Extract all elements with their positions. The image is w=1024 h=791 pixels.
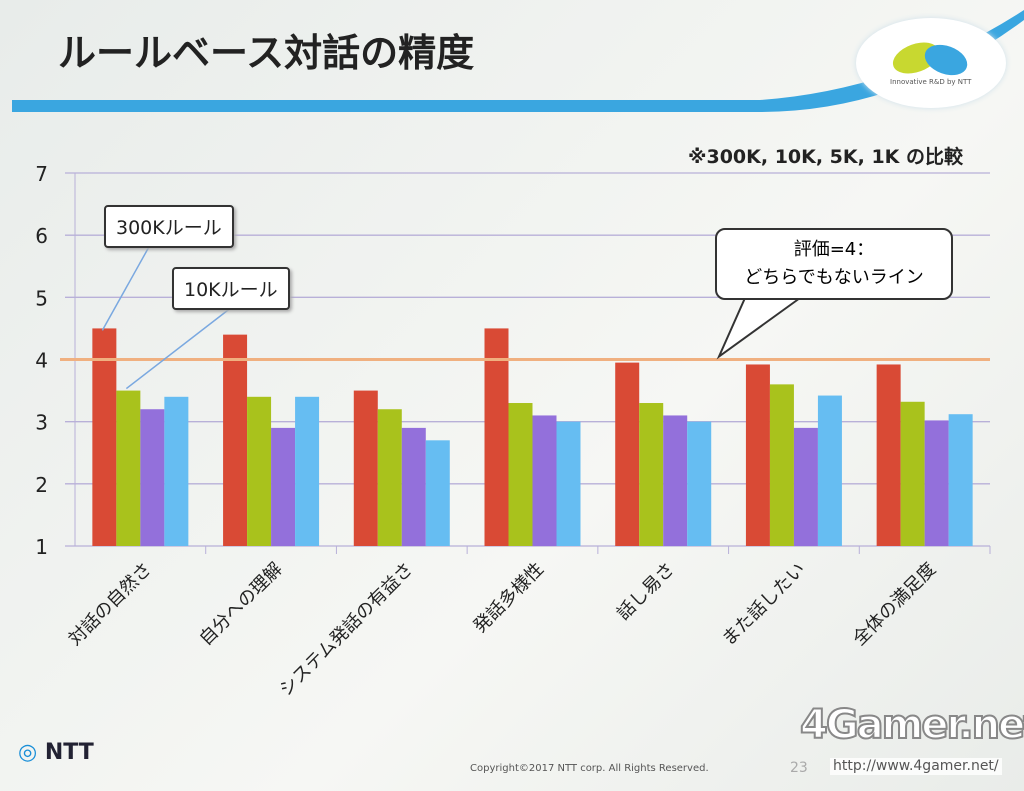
bubble-line-1: 評価=4： bbox=[793, 239, 875, 260]
bar-5K-4 bbox=[663, 415, 688, 546]
bar-1K-6 bbox=[948, 414, 973, 546]
copyright: Copyright©2017 NTT corp. All Rights Rese… bbox=[470, 763, 709, 774]
bar-1K-5 bbox=[817, 395, 842, 546]
bar-300K-0 bbox=[92, 328, 117, 546]
callout-300k-arrow bbox=[101, 244, 151, 331]
bar-300K-5 bbox=[745, 364, 770, 546]
bar-1K-0 bbox=[164, 396, 189, 546]
logo-subtitle: Innovative R&D by NTT bbox=[890, 78, 972, 86]
bar-1K-3 bbox=[556, 421, 581, 546]
bar-10K-2 bbox=[377, 409, 402, 546]
callout-10k: 10Kルール bbox=[172, 267, 290, 310]
page-title: ルールベース対話の精度 bbox=[58, 31, 475, 75]
bar-5K-2 bbox=[401, 427, 426, 546]
y-tick-label: 7 bbox=[35, 162, 48, 186]
y-tick-label: 1 bbox=[35, 535, 48, 559]
bar-10K-1 bbox=[247, 396, 272, 546]
header-swoosh bbox=[12, 10, 1024, 112]
y-tick-label: 6 bbox=[35, 224, 48, 248]
bar-10K-3 bbox=[508, 403, 533, 546]
bar-1K-1 bbox=[295, 396, 320, 546]
page-number: 23 bbox=[790, 760, 808, 776]
x-tick-label: 全体の満足度 bbox=[849, 559, 940, 650]
bar-5K-3 bbox=[532, 415, 557, 546]
ntt-logo-icon: ◎ bbox=[18, 740, 38, 765]
reference-line-bubble: 評価=4： どちらでもないライン bbox=[715, 228, 953, 300]
x-tick-label: 話し易さ bbox=[613, 559, 679, 625]
x-tick-label: 自分への理解 bbox=[195, 559, 286, 650]
watermark-url: http://www.4gamer.net/ bbox=[830, 758, 1002, 775]
ntt-rd-logo bbox=[856, 18, 1006, 108]
callout-10k-arrow bbox=[125, 306, 233, 390]
bar-5K-0 bbox=[140, 409, 165, 546]
bar-10K-6 bbox=[900, 401, 925, 546]
bar-300K-2 bbox=[353, 390, 378, 546]
y-tick-label: 3 bbox=[35, 411, 48, 435]
ntt-brand: NTT bbox=[44, 740, 94, 765]
bar-5K-1 bbox=[271, 427, 296, 546]
ntt-footer-logo: ◎ NTT bbox=[18, 740, 94, 765]
comparison-note: ※300K, 10K, 5K, 1K の比較 bbox=[688, 146, 964, 168]
bar-1K-4 bbox=[687, 421, 712, 546]
bar-300K-3 bbox=[484, 328, 509, 546]
callout-300k: 300Kルール bbox=[104, 205, 234, 248]
x-tick-label: システム発話の有益さ bbox=[276, 559, 418, 701]
bar-10K-4 bbox=[639, 403, 664, 546]
y-tick-label: 4 bbox=[35, 349, 48, 373]
x-tick-label: 発話多様性 bbox=[470, 559, 548, 637]
bar-300K-1 bbox=[223, 334, 248, 546]
bar-5K-5 bbox=[793, 427, 818, 546]
x-tick-label: 対話の自然さ bbox=[65, 559, 156, 650]
bubble-line-2: どちらでもないライン bbox=[744, 267, 924, 288]
y-tick-label: 5 bbox=[35, 286, 48, 310]
x-tick-label: また話したい bbox=[718, 559, 809, 650]
bar-300K-4 bbox=[615, 362, 640, 546]
y-tick-label: 2 bbox=[35, 473, 48, 497]
bar-10K-5 bbox=[769, 384, 794, 546]
bubble-tail bbox=[716, 297, 801, 360]
bar-10K-0 bbox=[116, 390, 141, 546]
watermark-logo: 4Gamer.net bbox=[799, 701, 1024, 749]
bar-300K-6 bbox=[876, 364, 901, 546]
bar-5K-6 bbox=[924, 420, 949, 546]
bar-1K-2 bbox=[425, 440, 450, 546]
